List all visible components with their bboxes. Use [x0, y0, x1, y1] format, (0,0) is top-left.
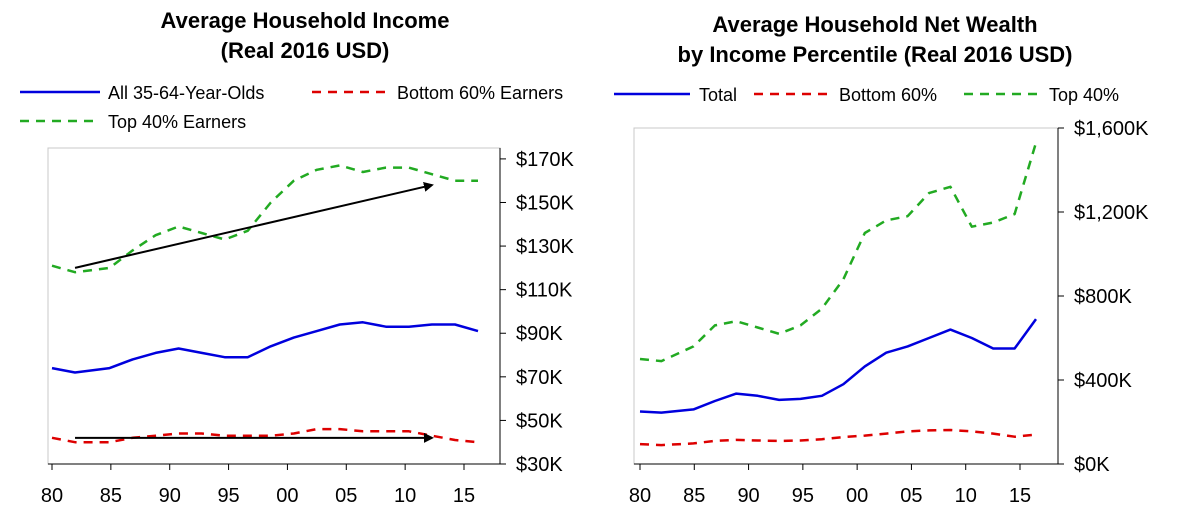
left-x-tick-label: 10: [394, 485, 416, 507]
right-x-tick-label: 05: [900, 485, 922, 507]
right-chart-title: Average Household Net Wealth by Income P…: [600, 10, 1150, 70]
left-x-tick-label: 00: [276, 485, 298, 507]
left-x-tick-label: 95: [217, 485, 239, 507]
right-y-ticks: $0K $400K $800K $1,200K $1,600K: [1058, 118, 1149, 476]
left-x-tick-label: 80: [41, 485, 63, 507]
legend-label-all-35-64: All 35-64-Year-Olds: [108, 83, 264, 103]
left-x-ticks: 80 85 90 95 00 05 10 15: [41, 464, 475, 507]
right-plot-area: 80 85 90 95 00 05 10 15 $0K $400K $800K $1,200K $1,…: [629, 118, 1149, 507]
legend-label-top-40-earners: Top 40% Earners: [108, 112, 246, 132]
right-x-tick-label: 80: [629, 485, 651, 507]
right-x-tick-label: 95: [792, 485, 814, 507]
legend-label-bottom-60: Bottom 60%: [839, 85, 937, 105]
legend-label-total: Total: [699, 85, 737, 105]
left-series-line-0: [51, 321, 479, 374]
right-plot-frame: [633, 127, 1059, 465]
right-series-line-0: [639, 318, 1038, 414]
right-chart-subtitle: by Income Percentile (Real 2016 USD): [677, 42, 1073, 67]
left-y-tick-label: $90K: [516, 323, 563, 345]
right-y-tick-label: $0K: [1074, 454, 1110, 476]
left-y-tick-label: $30K: [516, 454, 563, 476]
left-legend: All 35-64-Year-Olds Bottom 60% Earners T…: [20, 83, 563, 132]
left-y-tick-label: $70K: [516, 367, 563, 389]
right-series-line-1: [639, 428, 1037, 447]
legend-label-bottom-60-earners: Bottom 60% Earners: [397, 83, 563, 103]
left-plot-area: 80 85 90 95 00 05 10 15 $30K $50K $70K $90K $110K $1…: [41, 147, 574, 507]
left-chart-title: Average Household Income (Real 2016 USD): [10, 6, 600, 66]
left-series-line-1: [51, 427, 479, 444]
left-plot-frame: [47, 147, 501, 465]
left-x-tick-label: 15: [453, 485, 475, 507]
right-series-line-2: [639, 142, 1038, 363]
left-y-tick-label: $110K: [516, 280, 573, 302]
left-y-tick-label: $130K: [516, 236, 574, 258]
right-x-tick-label: 85: [683, 485, 705, 507]
right-series-group: [639, 142, 1038, 447]
left-y-tick-label: $170K: [516, 149, 574, 171]
right-x-tick-label: 15: [1009, 485, 1031, 507]
right-legend: Total Bottom 60% Top 40%: [614, 85, 1119, 105]
left-x-tick-label: 85: [100, 485, 122, 507]
right-y-tick-label: $800K: [1074, 286, 1132, 308]
right-chart-title-line1: Average Household Net Wealth: [712, 12, 1038, 37]
left-y-ticks: $30K $50K $70K $90K $110K $130K $150K $170K: [500, 149, 574, 476]
right-x-ticks: 80 85 90 95 00 05 10 15: [629, 464, 1031, 507]
left-x-tick-label: 90: [159, 485, 181, 507]
legend-label-top-40: Top 40%: [1049, 85, 1119, 105]
right-x-tick-label: 10: [955, 485, 977, 507]
left-y-tick-label: $150K: [516, 192, 574, 214]
left-series-line-2: [51, 164, 478, 274]
right-y-tick-label: $400K: [1074, 370, 1132, 392]
right-x-tick-label: 90: [737, 485, 759, 507]
left-y-tick-label: $50K: [516, 410, 563, 432]
left-x-tick-label: 05: [335, 485, 357, 507]
left-chart-subtitle: (Real 2016 USD): [220, 38, 390, 63]
right-y-tick-label: $1,600K: [1074, 118, 1149, 140]
left-trend-arrow-0: [74, 181, 434, 269]
left-chart-title-line1: Average Household Income: [160, 8, 450, 33]
right-x-tick-label: 00: [846, 485, 868, 507]
left-series-group: [51, 164, 479, 444]
left-arrows-group: [74, 181, 434, 443]
right-y-tick-label: $1,200K: [1074, 202, 1149, 224]
